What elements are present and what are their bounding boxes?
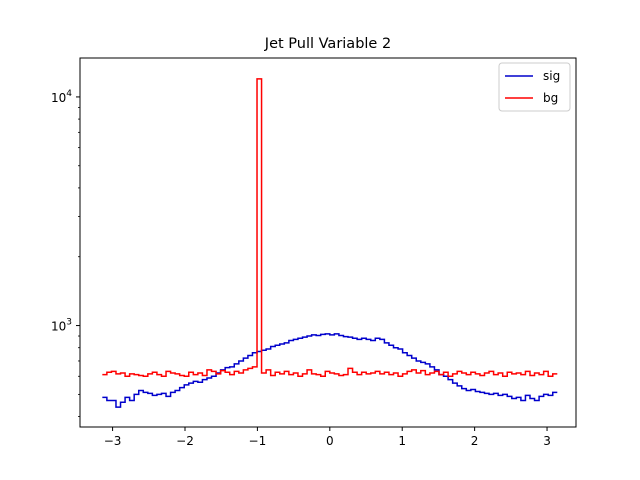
series-line-bg: [102, 78, 558, 378]
y-tick-label: 103: [51, 318, 72, 334]
plot-frame: [79, 57, 577, 428]
legend: sig bg: [498, 62, 571, 112]
legend-label-sig: sig: [543, 69, 560, 83]
x-tick-label: −3: [104, 434, 122, 448]
chart-title: Jet Pull Variable 2: [264, 36, 391, 52]
y-axis: 103 104: [51, 89, 80, 417]
legend-label-bg: bg: [543, 91, 558, 105]
x-tick-label: −1: [249, 434, 267, 448]
x-tick-label: −2: [176, 434, 194, 448]
x-tick-label: 1: [398, 434, 406, 448]
y-tick-label: 104: [51, 89, 72, 105]
series-layer: [102, 78, 558, 408]
x-tick-label: 2: [471, 434, 479, 448]
series-line-sig: [102, 333, 558, 408]
x-tick-label: 3: [543, 434, 551, 448]
x-tick-label: 0: [326, 434, 334, 448]
legend-box: [498, 62, 571, 112]
x-axis: −3 −2 −1 0 1 2 3: [104, 427, 551, 448]
